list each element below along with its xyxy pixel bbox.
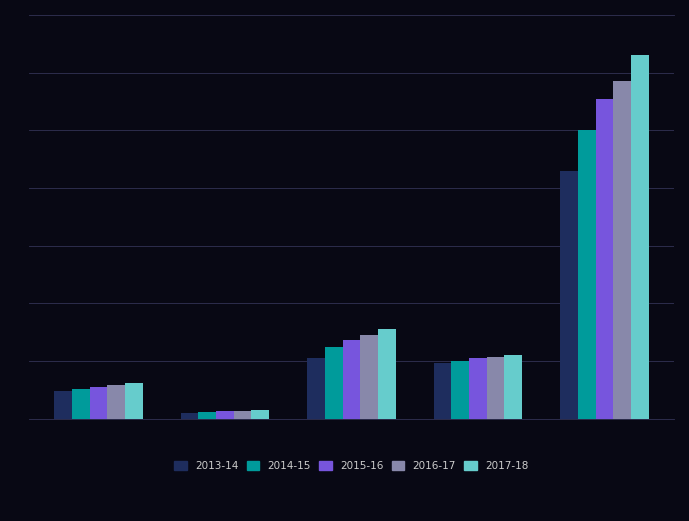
Bar xyxy=(181,413,198,419)
Bar xyxy=(90,387,107,419)
Bar xyxy=(469,358,486,419)
Bar xyxy=(504,355,522,419)
Bar xyxy=(72,389,90,419)
Bar xyxy=(251,410,269,419)
Bar xyxy=(342,340,360,419)
Bar xyxy=(631,55,649,419)
Bar xyxy=(234,411,251,419)
Bar xyxy=(216,411,234,419)
Bar xyxy=(578,130,595,419)
Bar xyxy=(125,383,143,419)
Bar xyxy=(486,357,504,419)
Bar xyxy=(451,361,469,419)
Bar xyxy=(107,385,125,419)
Bar xyxy=(54,391,72,419)
Bar xyxy=(360,335,378,419)
Bar xyxy=(198,412,216,419)
Legend: 2013-14, 2014-15, 2015-16, 2016-17, 2017-18: 2013-14, 2014-15, 2015-16, 2016-17, 2017… xyxy=(170,456,533,475)
Bar xyxy=(307,358,325,419)
Bar xyxy=(595,98,613,419)
Bar xyxy=(378,329,395,419)
Bar xyxy=(433,363,451,419)
Bar xyxy=(613,81,631,419)
Bar xyxy=(560,171,578,419)
Bar xyxy=(325,347,342,419)
